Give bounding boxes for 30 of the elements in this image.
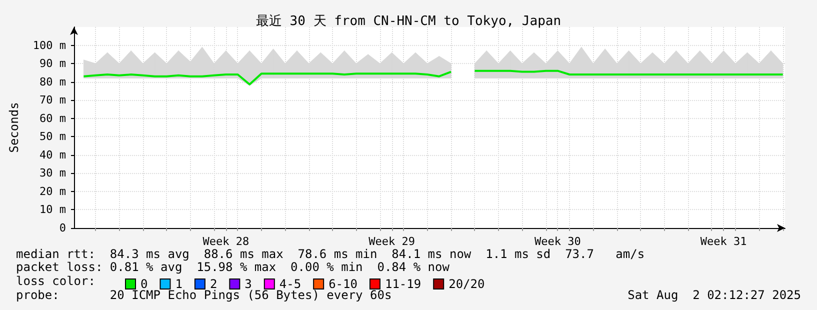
chart-title: 最近 30 天 from CN-HN-CM to Tokyo, Japan [256, 14, 562, 29]
legend-label: 4-5 [279, 277, 302, 291]
x-tick-label: Week 31 [700, 235, 747, 248]
text: Sat Aug 2 02:12:27 2025 [628, 288, 801, 302]
legend-title: loss color: [16, 274, 96, 288]
legend-label: 11-19 [384, 277, 422, 291]
text: packet loss: 0.81 % avg 15.98 % max 0.00 % min 0.84 % now [16, 260, 450, 274]
text: probe: 20 ICMP Echo Pings (56 Bytes) every 60s [16, 288, 392, 302]
x-tick-label: Week 29 [368, 235, 415, 248]
y-tick-label: 70 m [40, 94, 66, 107]
y-tick-label: 100 m [32, 38, 66, 52]
legend-label: 2 [210, 277, 218, 291]
text: median rtt: 84.3 ms avg 88.6 ms max 78.6 ms min 84.1 ms now 1.1 ms sd 73.7 am/s [16, 247, 645, 261]
y-tick-label: 10 m [40, 203, 66, 216]
y-tick-label: 90 m [40, 57, 66, 70]
y-tick-label: 30 m [40, 166, 66, 180]
y-tick-label: 80 m [40, 75, 66, 88]
x-tick-label: Week 28 [202, 235, 250, 248]
legend-label: 20/20 [448, 277, 485, 291]
legend-label: 6-10 [328, 277, 358, 291]
y-axis-title: Seconds [7, 102, 21, 153]
y-tick-label: 60 m [40, 112, 66, 125]
y-tick-label: 0 [59, 222, 66, 234]
y-tick-label: 20 m [40, 184, 66, 198]
legend-label: 3 [244, 277, 252, 291]
legend-label: 1 [175, 277, 182, 291]
legend-label: 0 [140, 277, 148, 291]
y-tick-label: 50 m [40, 130, 66, 144]
y-tick-label: 40 m [40, 148, 66, 162]
x-tick-label: Week 30 [534, 235, 581, 248]
